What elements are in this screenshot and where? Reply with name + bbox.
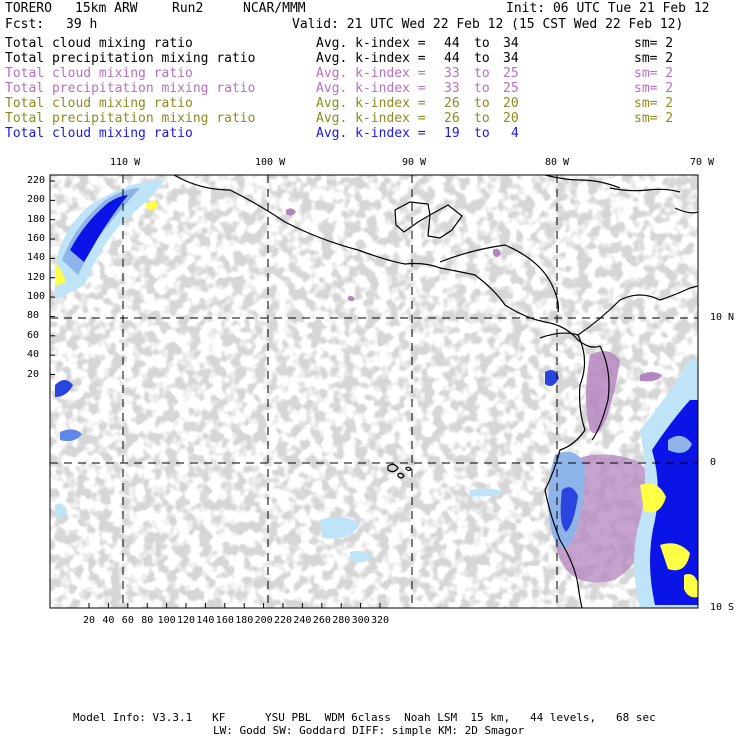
legend-row-2-avg: Avg. k-index =: [316, 51, 426, 66]
legend-row-4-k-from: 33: [444, 81, 460, 96]
legend-row-7-k-to: 4: [511, 126, 519, 141]
lon-label-110w: 110 W: [110, 157, 141, 168]
x-tick-label: 280: [332, 615, 351, 626]
legend-row-4-field: Total precipitation mixing ratio: [5, 81, 256, 96]
physics-info: LW: Godd SW: Goddard DIFF: simple KM: 2D…: [213, 724, 525, 737]
x-tick-label: 60: [121, 615, 134, 626]
run-label: Run2: [172, 1, 204, 16]
legend-row-3-k-to: 25: [503, 66, 519, 81]
legend-row-7-k-from: 19: [444, 126, 460, 141]
legend-row-5-k-to: 20: [503, 96, 519, 111]
legend-row-1-avg: Avg. k-index =: [316, 36, 426, 51]
y-tick-label: 20: [27, 368, 40, 380]
mixing-ratio-shading: [55, 180, 698, 608]
y-tick-label: 200: [27, 194, 46, 206]
x-tick-label: 320: [371, 615, 390, 626]
legend-row-6-to: to: [474, 111, 490, 126]
legend-row-1-k-from: 44: [444, 36, 460, 51]
y-tick-label: 80: [27, 310, 40, 322]
x-tick-label: 120: [177, 615, 196, 626]
legend-row-1-to: to: [474, 36, 490, 51]
legend-row-4-sm: sm= 2: [634, 81, 674, 96]
legend-row-7-to: to: [474, 126, 490, 141]
x-tick-label: 240: [293, 615, 312, 626]
y-tick-label: 160: [27, 233, 46, 245]
map-frame: [49, 174, 699, 609]
y-tick-label: 120: [27, 271, 46, 283]
y-tick-label: 220: [27, 175, 46, 186]
legend-row-6-avg: Avg. k-index =: [316, 111, 426, 126]
y-tick-label: 40: [27, 349, 40, 361]
y-tick-label: 100: [27, 291, 46, 303]
legend-row-4-k-to: 25: [503, 81, 519, 96]
x-tick-label: 160: [215, 615, 234, 626]
legend-row-6-k-from: 26: [444, 111, 460, 126]
lon-label-100w: 100 W: [255, 157, 286, 168]
legend-row-6-field: Total precipitation mixing ratio: [5, 111, 256, 126]
legend-row-6-sm: sm= 2: [634, 111, 674, 126]
x-tick-label: 80: [141, 615, 154, 626]
lat-label-10n: 10 N: [710, 312, 735, 323]
x-tick-label: 260: [312, 615, 331, 626]
forecast-hour: 39 h: [66, 17, 98, 32]
x-tick-label: 200: [254, 615, 273, 626]
legend-row-2-k-from: 44: [444, 51, 460, 66]
x-tick-label: 220: [274, 615, 293, 626]
lon-label-70w: 70 W: [690, 157, 715, 168]
legend-row-3-sm: sm= 2: [634, 66, 674, 81]
legend-row-2-to: to: [474, 51, 490, 66]
legend-row-4-to: to: [474, 81, 490, 96]
legend-row-5-to: to: [474, 96, 490, 111]
lat-label-10s: 10 S: [710, 602, 735, 613]
organization: NCAR/MMM: [243, 1, 306, 16]
legend-row-6-k-to: 20: [503, 111, 519, 126]
x-tick-label: 100: [157, 615, 176, 626]
legend-row-3-field: Total cloud mixing ratio: [5, 66, 193, 81]
legend-row-3-k-from: 33: [444, 66, 460, 81]
legend-row-2-sm: sm= 2: [634, 51, 674, 66]
lon-label-90w: 90 W: [402, 157, 427, 168]
legend-row-5-field: Total cloud mixing ratio: [5, 96, 193, 111]
model-resolution: 15km ARW: [75, 1, 138, 16]
legend-row-3-to: to: [474, 66, 490, 81]
x-tick-label: 40: [102, 615, 115, 626]
legend-row-1-field: Total cloud mixing ratio: [5, 36, 193, 51]
y-tick-label: 180: [27, 213, 46, 225]
x-tick-label: 140: [196, 615, 215, 626]
init-time: Init: 06 UTC Tue 21 Feb 12: [506, 1, 710, 16]
axis-tickmarks: [50, 180, 381, 608]
legend-row-5-sm: sm= 2: [634, 96, 674, 111]
x-tick-label: 300: [351, 615, 370, 626]
coastlines: [173, 175, 698, 608]
model-name: TORERO: [5, 1, 52, 16]
legend-row-2-k-to: 34: [503, 51, 519, 66]
x-tick-label: 20: [83, 615, 96, 626]
y-tick-label: 140: [27, 252, 46, 264]
legend-row-3-avg: Avg. k-index =: [316, 66, 426, 81]
legend-row-5-k-from: 26: [444, 96, 460, 111]
legend-row-7-field: Total cloud mixing ratio: [5, 126, 193, 141]
lon-label-80w: 80 W: [545, 157, 570, 168]
y-tick-label: 60: [27, 329, 40, 341]
model-info: Model Info: V3.3.1 KF YSU PBL WDM 6class…: [73, 711, 656, 724]
legend-row-2-field: Total precipitation mixing ratio: [5, 51, 256, 66]
legend-row-5-avg: Avg. k-index =: [316, 96, 426, 111]
graticule: [50, 175, 698, 608]
legend-row-7-avg: Avg. k-index =: [316, 126, 426, 141]
valid-time: Valid: 21 UTC Wed 22 Feb 12 (15 CST Wed …: [292, 17, 684, 32]
legend-row-1-sm: sm= 2: [634, 36, 674, 51]
legend-row-1-k-to: 34: [503, 36, 519, 51]
lat-label-0: 0: [710, 457, 717, 468]
x-tick-label: 180: [235, 615, 254, 626]
forecast-label: Fcst:: [5, 17, 45, 32]
legend-row-4-avg: Avg. k-index =: [316, 81, 426, 96]
